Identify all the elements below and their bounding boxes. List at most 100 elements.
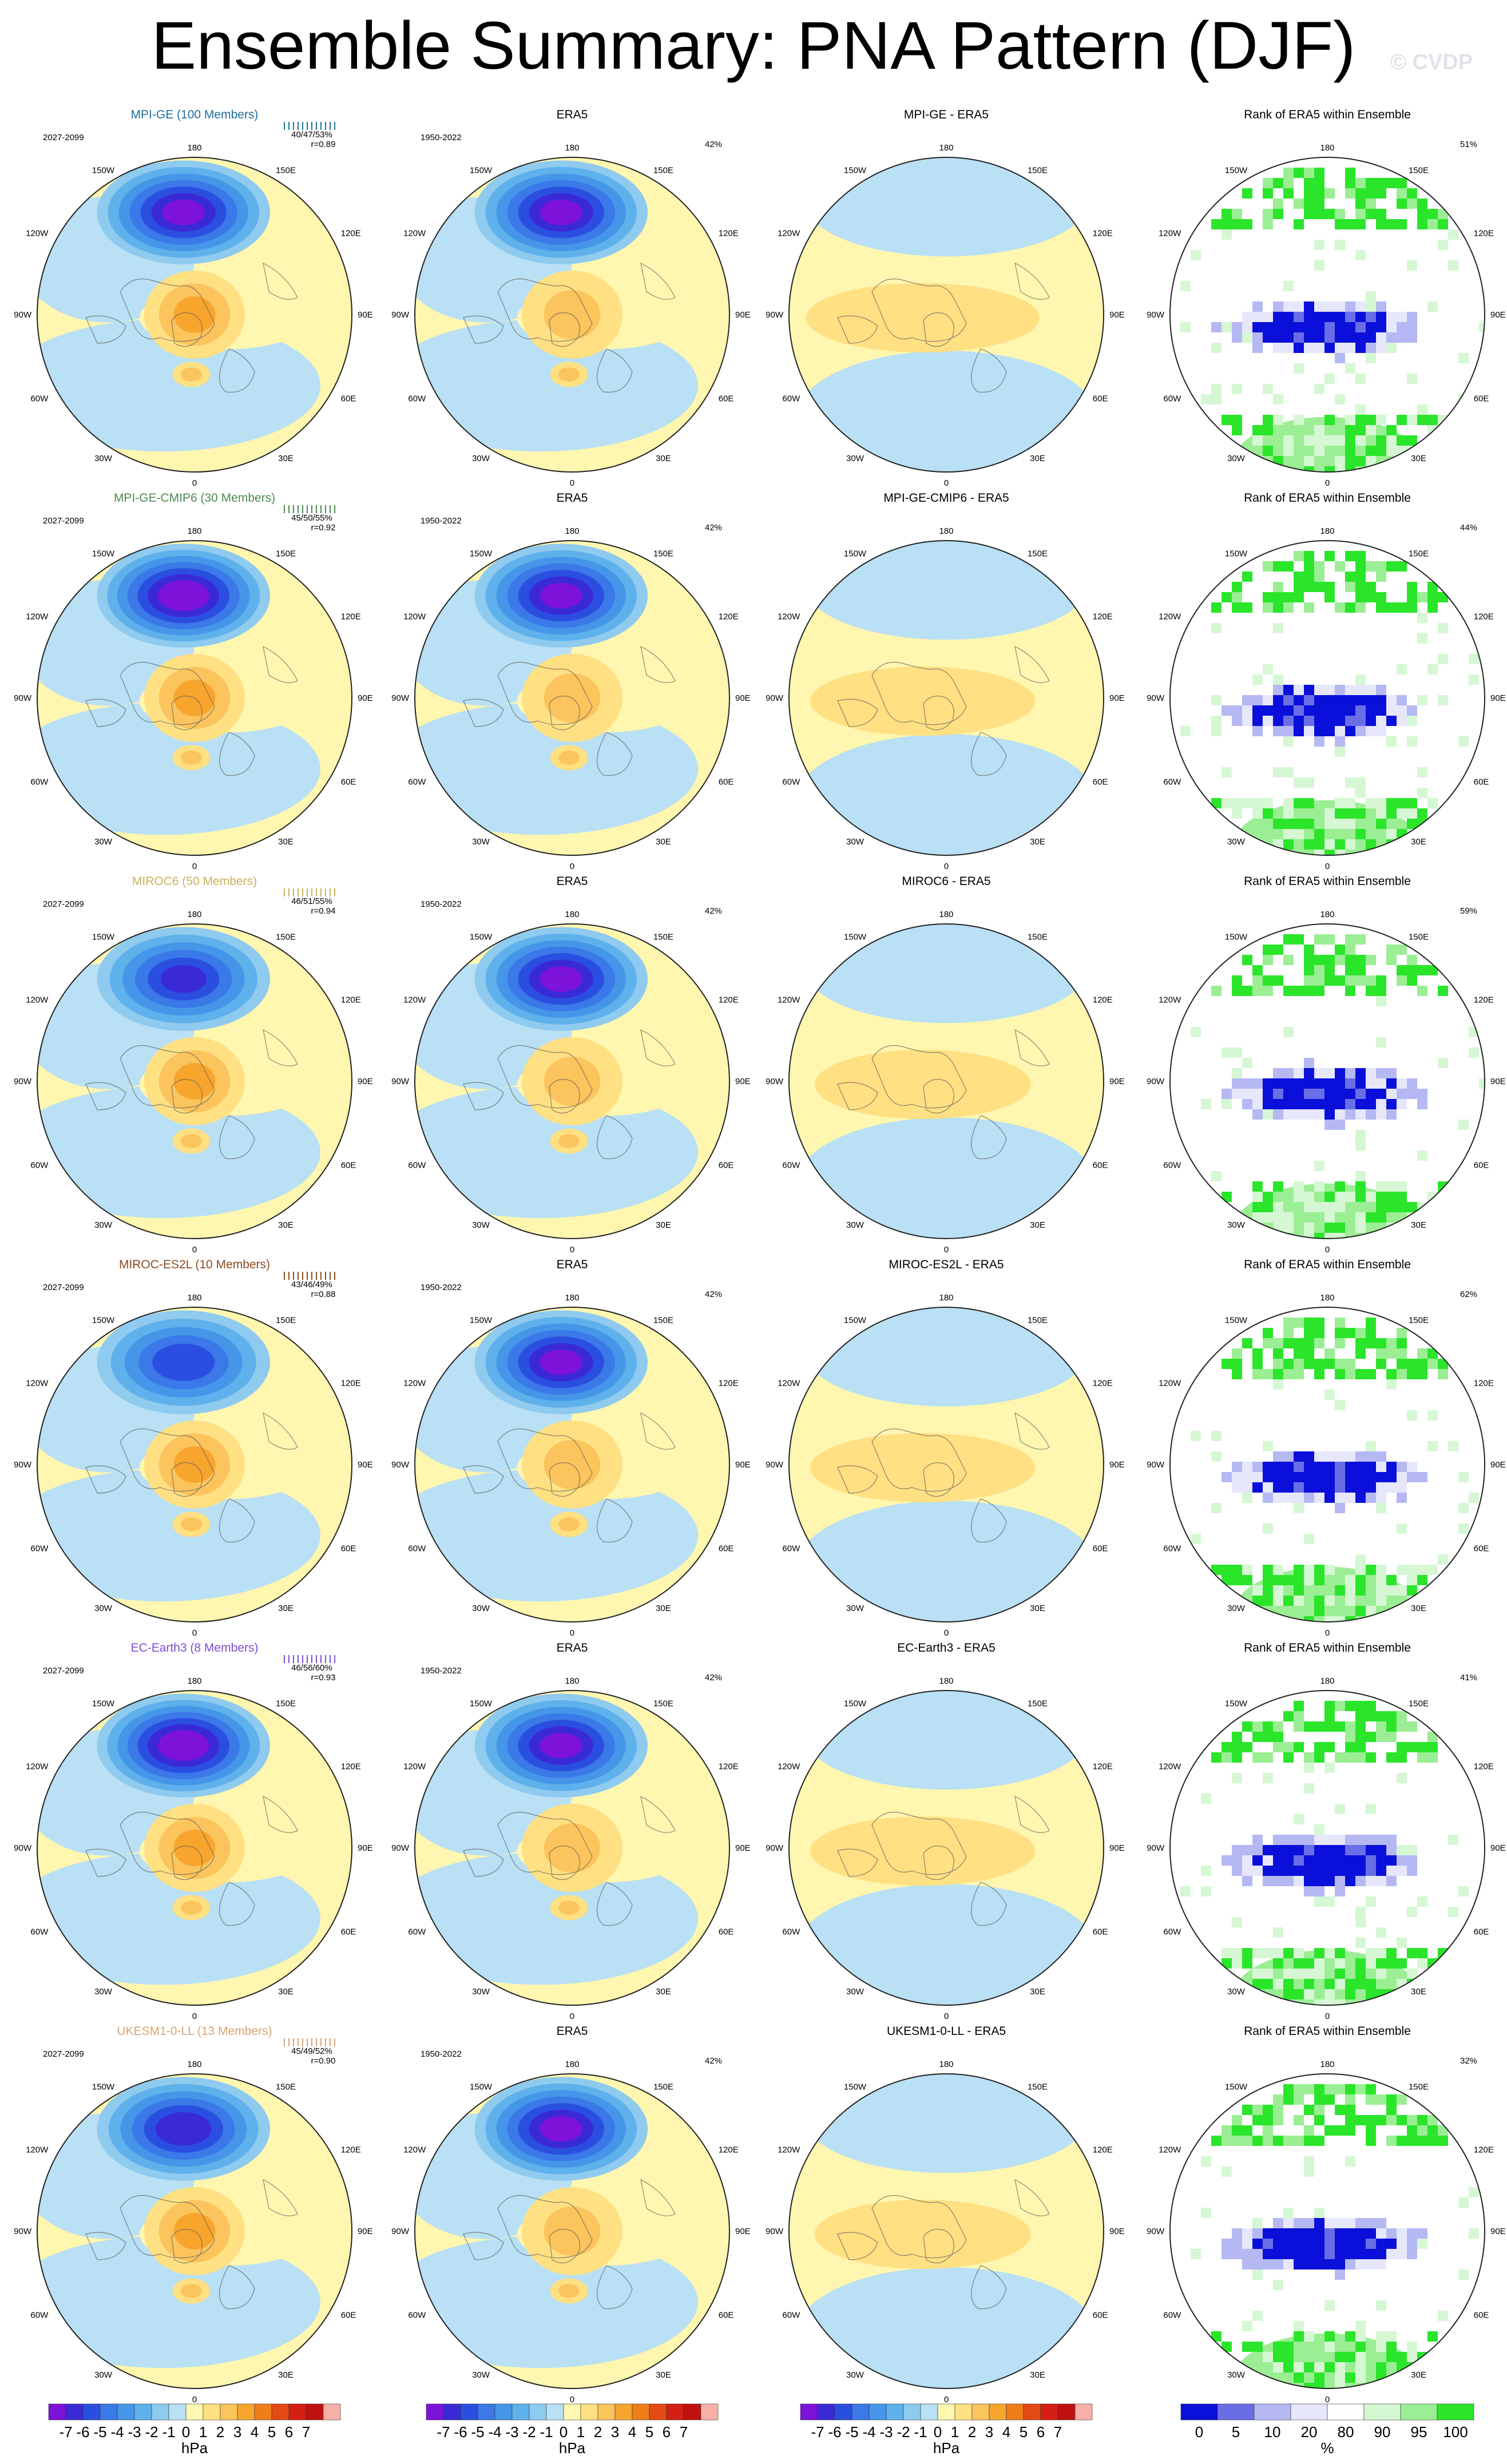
negative-anomaly <box>37 2236 320 2368</box>
lon-label-top: 180 <box>187 910 201 919</box>
rank-cell <box>1273 2105 1283 2115</box>
lon-label-top-left: 150W <box>844 1316 867 1326</box>
rank-cell <box>1283 726 1294 736</box>
lon-label-left: 90W <box>391 1843 410 1853</box>
colorbar-swatch <box>237 2403 255 2421</box>
positive-anomaly <box>814 1050 1031 1119</box>
lon-label-upper-left: 120W <box>778 612 800 622</box>
rank-cell <box>1427 664 1438 674</box>
colorbar-swatch <box>954 2403 973 2421</box>
rank-cell <box>1273 2280 1283 2290</box>
rank-cell <box>1283 1089 1294 1099</box>
rank-cell <box>1314 178 1324 188</box>
rank-cell <box>1407 1866 1417 1876</box>
colorbar-swatch <box>649 2403 667 2421</box>
rank-cell <box>1376 1212 1386 1223</box>
rank-cell <box>1191 1027 1201 1037</box>
rank-cell <box>1242 798 1252 808</box>
rank-cell <box>1407 716 1417 726</box>
rank-cell <box>1304 1318 1314 1328</box>
rank-cell <box>1273 2239 1283 2249</box>
lon-label-bottom-left: 30W <box>94 454 113 463</box>
rank-cell <box>1355 2321 1366 2331</box>
colorbar-tick-label: 6 <box>285 2423 293 2441</box>
lon-label-upper-right: 120E <box>1474 1379 1494 1388</box>
rank-cell <box>1355 572 1366 582</box>
rank-cell <box>1304 1233 1314 1239</box>
obs-period: 1950-2022 <box>421 899 462 909</box>
rank-cell <box>1345 2239 1355 2249</box>
colorbar-swatch <box>1006 2403 1024 2421</box>
lon-label-left: 90W <box>1147 693 1165 703</box>
rank-cell <box>1201 1886 1211 1896</box>
rank-cell <box>1263 219 1273 229</box>
rank-cell <box>1314 2228 1324 2239</box>
rank-cell <box>1397 1585 1407 1596</box>
rank-cell <box>1386 2105 1397 2115</box>
lon-label-top-left: 150W <box>1225 1316 1248 1326</box>
lon-label-bottom: 0 <box>944 1628 949 1638</box>
rank-cell <box>1294 2331 1304 2342</box>
rank-cell <box>1366 582 1376 592</box>
rank-cell <box>1232 1917 1242 1927</box>
rank-cell <box>1407 1078 1417 1089</box>
rank-cell <box>1314 1359 1324 1369</box>
lon-label-bottom-left: 30W <box>1227 1220 1246 1230</box>
rank-cell <box>1335 466 1345 472</box>
rank-cell <box>1283 736 1294 747</box>
rank-cell <box>1252 1181 1263 1192</box>
lon-label-bottom: 0 <box>944 2395 949 2405</box>
rank-cell <box>1335 332 1345 343</box>
rank-cell <box>1407 2239 1417 2249</box>
rank-cell <box>1324 808 1335 819</box>
lon-label-top-left: 150W <box>470 166 493 176</box>
rank-cell <box>1283 602 1294 613</box>
rank-cell <box>1304 839 1314 850</box>
rank-cell <box>1366 798 1376 808</box>
rank-cell <box>1314 1318 1324 1328</box>
rank-cell <box>1386 1078 1397 1089</box>
rank-cell <box>1355 1181 1366 1192</box>
rank-cell <box>1314 1099 1324 1109</box>
colorbar-swatch <box>989 2403 1007 2421</box>
rank-cell <box>1335 1068 1345 1078</box>
rank-cell <box>1314 572 1324 582</box>
rank-cell <box>1180 281 1191 291</box>
lon-label-bottom: 0 <box>570 862 574 871</box>
lon-label-left: 90W <box>14 1460 32 1470</box>
map-border <box>414 1690 730 2006</box>
rank-cell <box>1335 1876 1345 1886</box>
rank-cell <box>1335 1958 1345 1969</box>
rank-cell <box>1242 2342 1252 2352</box>
rank-cell <box>1232 602 1242 613</box>
rank-cell <box>1324 2259 1335 2269</box>
rank-cell <box>1407 1742 1417 1752</box>
rank-cell <box>1335 1835 1345 1845</box>
rank-cell <box>1273 199 1283 209</box>
rank-cell <box>1211 986 1222 996</box>
colorbar-tick-label: 3 <box>611 2423 619 2441</box>
rank-cell <box>1376 312 1386 322</box>
rank-cell <box>1345 1068 1355 1078</box>
rank-cell <box>1438 1554 1448 1565</box>
lon-label-bottom-left: 30W <box>1227 1604 1246 1613</box>
lon-label-upper-right: 120E <box>1093 1379 1113 1388</box>
rank-cell <box>1355 322 1366 332</box>
rank-cell <box>1417 1742 1427 1752</box>
rank-cell <box>1376 819 1386 829</box>
rank-cell <box>1407 1202 1417 1212</box>
rank-cell <box>1397 1742 1407 1752</box>
colorbar-tick-label: 5 <box>1020 2423 1028 2441</box>
map-border <box>1169 157 1485 473</box>
rank-cell <box>1304 2084 1314 2094</box>
rank-cell <box>1427 415 1438 425</box>
rank-cell <box>1252 312 1263 322</box>
lon-label-lower-left: 60W <box>1163 394 1181 403</box>
rank-cell <box>1263 955 1273 965</box>
rank-cell <box>1252 1855 1263 1866</box>
lon-label-lower-right: 60E <box>1093 1927 1108 1937</box>
rank-cell <box>1314 1575 1324 1585</box>
rank-cell <box>1211 322 1222 332</box>
rank-cell <box>1304 1223 1314 1233</box>
